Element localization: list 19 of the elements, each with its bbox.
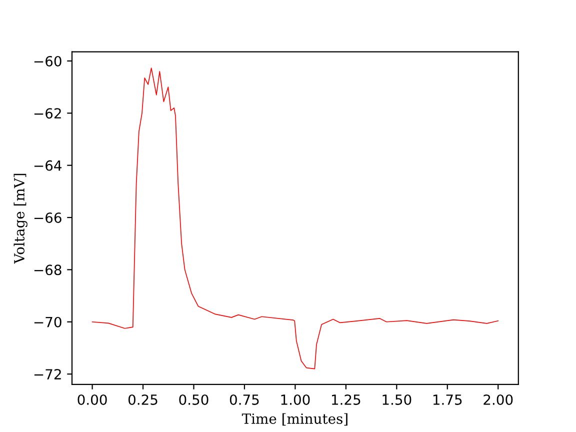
y-tick-label: −64	[34, 160, 62, 171]
y-tick-label: −72	[34, 369, 61, 380]
y-tick-label: −70	[34, 316, 62, 328]
y-tick-label: −60	[34, 56, 62, 66]
x-tick-label: 0.75	[230, 394, 259, 405]
y-axis-title: Voltage [mV]	[14, 174, 28, 264]
x-axis-title: Time [minutes]	[242, 413, 348, 426]
y-tick-label: −62	[34, 108, 61, 119]
x-tick-label: 0.50	[179, 394, 208, 405]
x-tick-label: 0.00	[78, 394, 107, 405]
y-tick-label: −66	[34, 212, 62, 223]
line-series	[92, 68, 499, 370]
x-tick-label: 1.75	[433, 394, 462, 405]
y-tick-label: −68	[34, 264, 62, 276]
x-tick-label: 1.50	[382, 394, 412, 405]
x-tick-label: 0.25	[128, 394, 158, 405]
x-tick-label: 1.00	[281, 394, 310, 405]
x-tick-label: 2.00	[484, 394, 513, 405]
x-tick-label: 1.25	[332, 394, 360, 405]
